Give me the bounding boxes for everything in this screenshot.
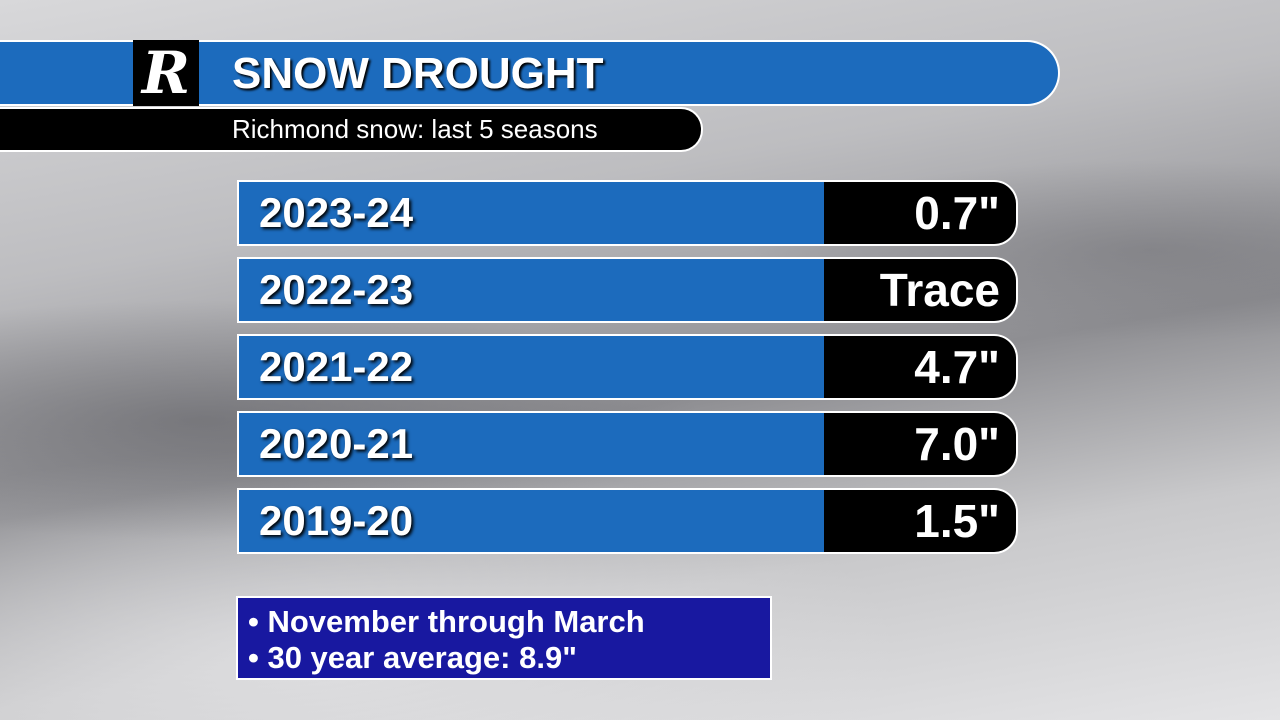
note: • November through March	[248, 604, 645, 639]
snowfall: 0.7"	[824, 182, 1016, 244]
table-row: 2022-23 Trace	[237, 257, 1018, 323]
snowfall: 1.5"	[824, 490, 1016, 552]
season: 2023-24	[239, 182, 824, 244]
notes: • November through March • 30 year avera…	[236, 596, 772, 680]
season: 2022-23	[239, 259, 824, 321]
season: 2021-22	[239, 336, 824, 398]
snowfall: Trace	[824, 259, 1016, 321]
table-row: 2019-20 1.5"	[237, 488, 1018, 554]
subtitle: Richmond snow: last 5 seasons	[0, 107, 703, 152]
season: 2020-21	[239, 413, 824, 475]
logo: R	[133, 40, 199, 106]
table-row: 2021-22 4.7"	[237, 334, 1018, 400]
snowfall: 7.0"	[824, 413, 1016, 475]
table-row: 2023-24 0.7"	[237, 180, 1018, 246]
title: SNOW DROUGHT	[232, 49, 604, 98]
snowfall: 4.7"	[824, 336, 1016, 398]
table-row: 2020-21 7.0"	[237, 411, 1018, 477]
note: • 30 year average: 8.9"	[248, 640, 577, 675]
season: 2019-20	[239, 490, 824, 552]
